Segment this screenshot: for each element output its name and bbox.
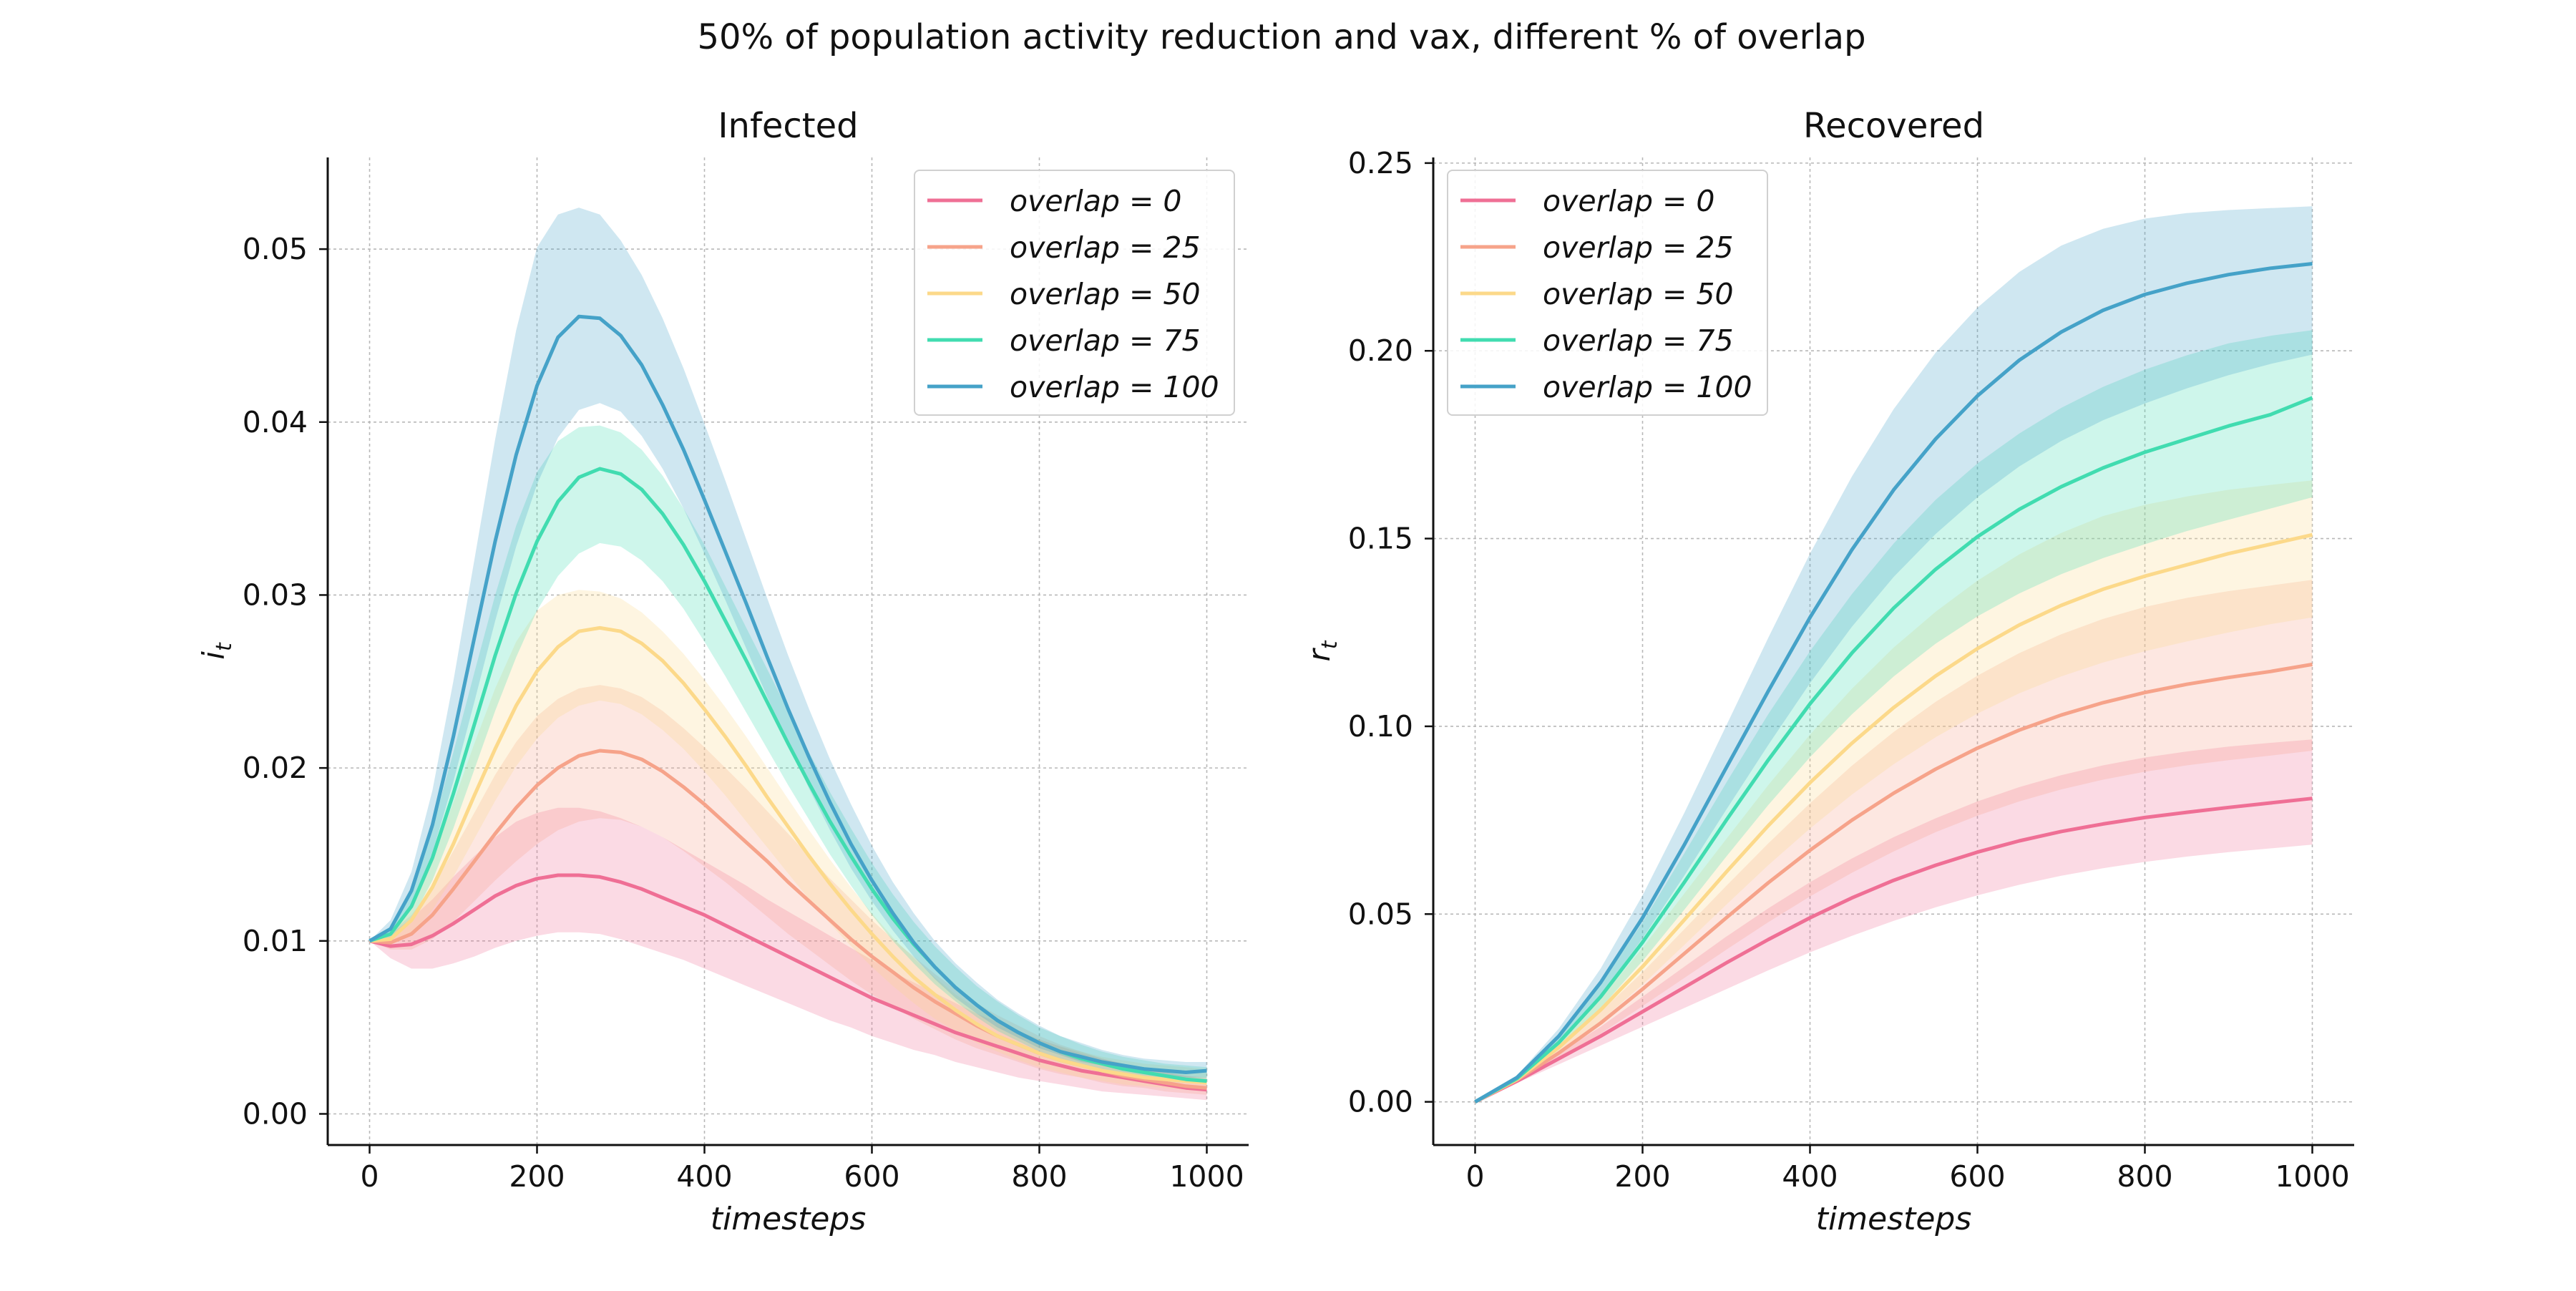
figure-suptitle: 50% of population activity reduction and… — [697, 17, 1865, 57]
recovered-line-series-2 — [1474, 532, 2313, 1104]
recovered-band-series-1 — [1475, 580, 2313, 1102]
infected-legend-label: overlap = 0 — [1010, 184, 1181, 218]
infected-legend-label: overlap = 100 — [1010, 370, 1219, 404]
recovered-legend-label: overlap = 50 — [1543, 277, 1734, 311]
infected-panel-title: Infected — [718, 106, 858, 146]
infected-legend-box — [914, 170, 1235, 416]
recovered-legend: overlap = 0 overlap = 25 overlap = 50 overl… — [1447, 170, 1768, 416]
infected-ytick-label: 0.00 — [243, 1096, 308, 1131]
infected-panel: 0 200 400 600 800 1000 0.00 0.01 0.02 0.03 0.04 0.0… — [196, 106, 1249, 1237]
recovered-xtick-label: 0 — [1465, 1159, 1484, 1194]
infected-xtick-label: 0 — [360, 1159, 379, 1194]
infected-legend-label: overlap = 25 — [1010, 230, 1201, 265]
recovered-line-series-3 — [1474, 396, 2313, 1104]
infected-ytick-label: 0.04 — [243, 405, 308, 439]
infected-line-series-4 — [369, 314, 1207, 1074]
recovered-line-series-4 — [1474, 262, 2313, 1104]
recovered-xtick-label: 400 — [1782, 1159, 1838, 1194]
infected-xtick-label: 1000 — [1169, 1159, 1244, 1194]
recovered-xtick-label: 600 — [1949, 1159, 2005, 1194]
recovered-xtick-label: 1000 — [2275, 1159, 2349, 1194]
infected-line-series-0 — [369, 873, 1207, 1092]
infected-band-series-1 — [369, 685, 1207, 1095]
infected-legend-label: overlap = 75 — [1010, 323, 1201, 358]
infected-ytick-label: 0.03 — [243, 578, 308, 612]
recovered-band-series-2 — [1475, 480, 2313, 1102]
infected-ytick-label: 0.01 — [243, 924, 308, 958]
recovered-legend-label: overlap = 75 — [1543, 323, 1734, 358]
recovered-legend-label: overlap = 100 — [1543, 370, 1752, 404]
recovered-ytick-label: 0.20 — [1348, 333, 1413, 368]
recovered-ytick-label: 0.15 — [1348, 522, 1413, 556]
infected-legend: overlap = 0 overlap = 25 overlap = 50 overl… — [914, 170, 1235, 416]
recovered-xtick-label: 800 — [2117, 1159, 2172, 1194]
infected-xtick-label: 800 — [1011, 1159, 1067, 1194]
infected-band-series-3 — [369, 425, 1207, 1085]
infected-xtick-label: 400 — [676, 1159, 732, 1194]
recovered-x-axis-label: timesteps — [1816, 1201, 1972, 1237]
infected-y-axis-label: it — [196, 642, 237, 660]
recovered-y-axis-label: rt — [1302, 640, 1342, 661]
infected-line-series-2 — [369, 625, 1207, 1085]
recovered-ytick-label: 0.25 — [1348, 146, 1413, 180]
recovered-xtick-label: 200 — [1614, 1159, 1670, 1194]
recovered-panel-title: Recovered — [1803, 106, 1984, 146]
recovered-line-series-1 — [1474, 662, 2313, 1104]
infected-x-axis-label: timesteps — [711, 1201, 867, 1237]
infected-ytick-label: 0.02 — [243, 751, 308, 785]
infected-xtick-label: 600 — [844, 1159, 899, 1194]
recovered-ytick-label: 0.05 — [1348, 897, 1413, 931]
recovered-legend-label: overlap = 0 — [1543, 184, 1714, 218]
recovered-ytick-label: 0.00 — [1348, 1085, 1413, 1119]
infected-legend-label: overlap = 50 — [1010, 277, 1201, 311]
recovered-band-series-3 — [1475, 330, 2313, 1102]
infected-ytick-label: 0.05 — [243, 232, 308, 266]
recovered-ytick-label: 0.10 — [1348, 709, 1413, 744]
infected-band-series-0 — [369, 807, 1207, 1101]
infected-band-series-2 — [369, 590, 1207, 1092]
recovered-band-series-0 — [1475, 739, 2313, 1102]
recovered-legend-box — [1447, 170, 1768, 416]
recovered-panel: 0 200 400 600 800 1000 0.00 0.05 0.10 0.15 0.20 0.2… — [1302, 106, 2354, 1237]
infected-xtick-label: 200 — [509, 1159, 565, 1194]
recovered-line-series-0 — [1474, 796, 2313, 1104]
recovered-band-series-4 — [1475, 206, 2313, 1102]
recovered-legend-label: overlap = 25 — [1543, 230, 1734, 265]
